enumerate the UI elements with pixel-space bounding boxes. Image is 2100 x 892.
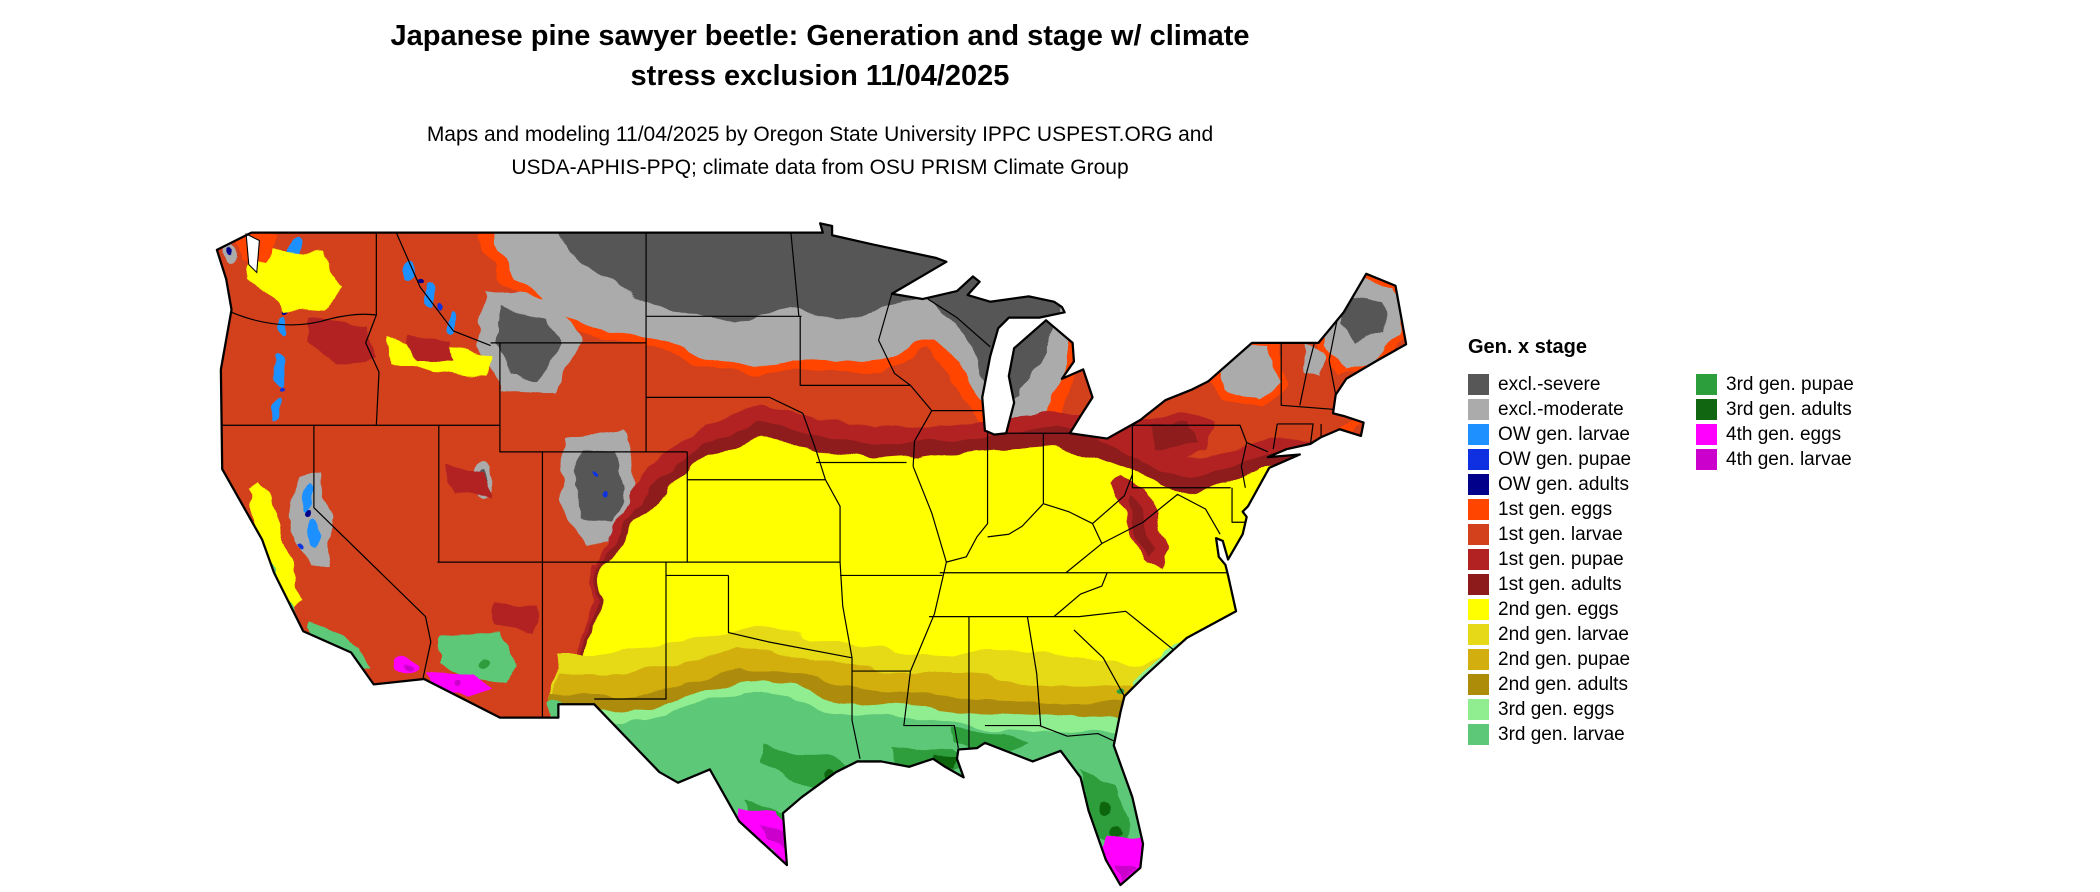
legend-label-excl-moderate: excl.-moderate — [1498, 398, 1624, 420]
map-subtitle: Maps and modeling 11/04/2025 by Oregon S… — [0, 118, 1640, 184]
legend-swatch-2nd-gen-larvae — [1468, 624, 1489, 645]
region-keys-dot-2 — [1103, 881, 1109, 886]
legend-label-3rd-gen-larvae: 3rd gen. larvae — [1498, 723, 1625, 745]
us-map — [215, 222, 1408, 887]
legend-label-excl-severe: excl.-severe — [1498, 373, 1601, 395]
legend: Gen. x stage excl.-severe excl.-moderate O… — [1468, 336, 1911, 747]
legend-swatch-excl-severe — [1468, 374, 1489, 395]
legend-row-4th-gen-eggs: 4th gen. eggs — [1696, 422, 1911, 447]
legend-row-1st-gen-eggs: 1st gen. eggs — [1468, 497, 1696, 522]
region-ow-blue-sierra — [302, 471, 607, 549]
legend-swatch-1st-gen-adults — [1468, 574, 1489, 595]
region-sierra-gray — [289, 474, 336, 565]
region-south-florida-magenta — [1101, 833, 1142, 884]
legend-row-ow-gen-adults: OW gen. adults — [1468, 472, 1696, 497]
region-keys-dot-1 — [1092, 883, 1098, 886]
region-arizona-green — [436, 632, 522, 685]
legend-row-2nd-gen-adults: 2nd gen. adults — [1468, 672, 1696, 697]
legend-label-2nd-gen-larvae: 2nd gen. larvae — [1498, 623, 1629, 645]
legend-columns: excl.-severe excl.-moderate OW gen. larvae… — [1468, 372, 1911, 747]
legend-swatch-4th-gen-larvae — [1696, 449, 1717, 470]
region-olympics-gray — [224, 244, 239, 264]
legend-title: Gen. x stage — [1468, 336, 1587, 358]
region-appalachian-adults — [1127, 498, 1157, 557]
region-imperial-magenta-dark — [406, 665, 413, 672]
legend-label-4th-gen-eggs: 4th gen. eggs — [1726, 423, 1842, 445]
region-coast-green-dot2 — [1206, 629, 1213, 636]
region-central-valley-yellow — [248, 485, 305, 610]
legend-row-1st-gen-pupae: 1st gen. pupae — [1468, 547, 1696, 572]
legend-label-2nd-gen-adults: 2nd gen. adults — [1498, 673, 1628, 695]
legend-row-2nd-gen-eggs: 2nd gen. eggs — [1468, 597, 1696, 622]
legend-swatch-ow-gen-pupae — [1468, 449, 1489, 470]
legend-label-ow-gen-pupae: OW gen. pupae — [1498, 448, 1632, 470]
legend-label-ow-gen-adults: OW gen. adults — [1498, 473, 1629, 495]
legend-label-3rd-gen-eggs: 3rd gen. eggs — [1498, 698, 1615, 720]
region-maine-dark — [1339, 293, 1385, 343]
legend-row-1st-gen-adults: 1st gen. adults — [1468, 572, 1696, 597]
legend-label-2nd-gen-pupae: 2nd gen. pupae — [1498, 648, 1631, 670]
legend-row-3rd-gen-adults: 3rd gen. adults — [1696, 397, 1911, 422]
title-line-2: stress exclusion 11/04/2025 — [630, 60, 1010, 92]
legend-swatch-3rd-gen-pupae — [1696, 374, 1717, 395]
legend-label-2nd-gen-eggs: 2nd gen. eggs — [1498, 598, 1619, 620]
legend-row-ow-gen-larvae: OW gen. larvae — [1468, 422, 1696, 447]
region-arizona-magenta-dark — [454, 683, 461, 691]
legend-label-1st-gen-larvae: 1st gen. larvae — [1498, 523, 1623, 545]
legend-column-2: 3rd gen. pupae 3rd gen. adults 4th gen. eg… — [1696, 372, 1911, 472]
region-white-mountains — [1305, 346, 1327, 379]
legend-swatch-ow-gen-adults — [1468, 474, 1489, 495]
legend-swatch-3rd-gen-eggs — [1468, 699, 1489, 720]
legend-swatch-4th-gen-eggs — [1696, 424, 1717, 445]
legend-row-excl-moderate: excl.-moderate — [1468, 397, 1696, 422]
region-imperial-magenta — [396, 657, 418, 674]
legend-swatch-2nd-gen-adults — [1468, 674, 1489, 695]
region-south-texas-magenta-dark — [757, 823, 782, 855]
legend-row-2nd-gen-pupae: 2nd gen. pupae — [1468, 647, 1696, 672]
legend-label-1st-gen-eggs: 1st gen. eggs — [1498, 498, 1613, 520]
puget-sound-inlet — [245, 233, 260, 274]
legend-swatch-ow-gen-larvae — [1468, 424, 1489, 445]
legend-row-2nd-gen-larvae: 2nd gen. larvae — [1468, 622, 1696, 647]
region-coast-green-dot — [1183, 645, 1191, 652]
legend-label-3rd-gen-adults: 3rd gen. adults — [1726, 398, 1852, 420]
legend-row-excl-severe: excl.-severe — [1468, 372, 1696, 397]
legend-row-3rd-gen-pupae: 3rd gen. pupae — [1696, 372, 1911, 397]
legend-column-1: excl.-severe excl.-moderate OW gen. larvae… — [1468, 372, 1696, 747]
legend-swatch-1st-gen-eggs — [1468, 499, 1489, 520]
legend-row-3rd-gen-larvae: 3rd gen. larvae — [1468, 722, 1696, 747]
legend-swatch-2nd-gen-eggs — [1468, 599, 1489, 620]
legend-label-1st-gen-adults: 1st gen. adults — [1498, 573, 1622, 595]
legend-label-3rd-gen-pupae: 3rd gen. pupae — [1726, 373, 1854, 395]
map-title: Japanese pine sawyer beetle: Generation … — [0, 16, 1640, 96]
region-south-florida-magenta-dark — [1117, 861, 1137, 880]
region-columbia-basin-yellow — [250, 245, 344, 310]
us-map-container — [210, 214, 1413, 889]
legend-label-1st-gen-pupae: 1st gen. pupae — [1498, 548, 1624, 570]
legend-swatch-3rd-gen-larvae — [1468, 724, 1489, 745]
subtitle-line-2: USDA-APHIS-PPQ; climate data from OSU PR… — [511, 156, 1129, 179]
region-phoenix-dark-green — [477, 657, 488, 669]
region-colorado-rockies-dark — [571, 449, 625, 523]
title-line-1: Japanese pine sawyer beetle: Generation … — [390, 20, 1250, 52]
legend-swatch-excl-moderate — [1468, 399, 1489, 420]
legend-row-4th-gen-larvae: 4th gen. larvae — [1696, 447, 1911, 472]
legend-row-ow-gen-pupae: OW gen. pupae — [1468, 447, 1696, 472]
region-allegheny-adults — [1148, 426, 1198, 448]
legend-swatch-3rd-gen-adults — [1696, 399, 1717, 420]
legend-label-ow-gen-larvae: OW gen. larvae — [1498, 423, 1630, 445]
region-west-dark-red — [308, 317, 631, 634]
legend-label-4th-gen-larvae: 4th gen. larvae — [1726, 448, 1852, 470]
legend-swatch-2nd-gen-pupae — [1468, 649, 1489, 670]
legend-swatch-1st-gen-pupae — [1468, 549, 1489, 570]
state-boundaries — [222, 232, 1338, 759]
legend-swatch-1st-gen-larvae — [1468, 524, 1489, 545]
legend-row-1st-gen-larvae: 1st gen. larvae — [1468, 522, 1696, 547]
subtitle-line-1: Maps and modeling 11/04/2025 by Oregon S… — [426, 123, 1214, 146]
legend-row-3rd-gen-eggs: 3rd gen. eggs — [1468, 697, 1696, 722]
